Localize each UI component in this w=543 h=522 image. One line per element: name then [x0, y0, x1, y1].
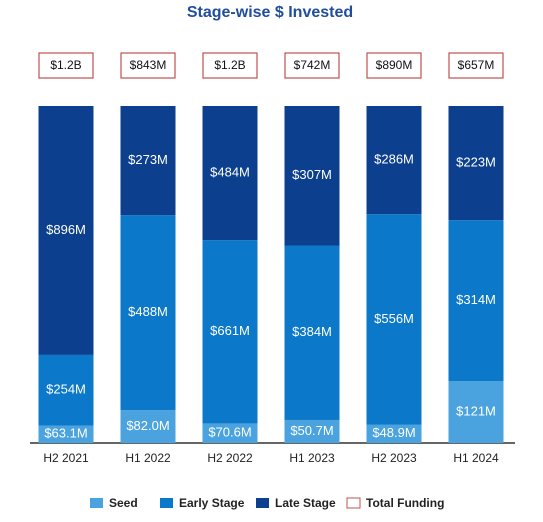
bar-segment: [120, 106, 176, 216]
value-label: $121M: [456, 403, 496, 418]
value-label: $254M: [46, 382, 86, 397]
value-label: $223M: [456, 155, 496, 170]
bar-segment: [448, 381, 504, 443]
bar-segment: [284, 245, 340, 420]
value-label: $286M: [374, 152, 414, 167]
legend-swatch: [90, 498, 103, 508]
value-label: $896M: [46, 222, 86, 237]
value-label: $314M: [456, 292, 496, 307]
value-label: $50.7M: [290, 423, 333, 438]
value-label: $307M: [292, 167, 332, 182]
bar-segment: [448, 106, 504, 221]
total-label: $657M: [458, 58, 495, 72]
value-label: $273M: [128, 152, 168, 167]
legend-swatch: [346, 497, 361, 509]
value-label: $484M: [210, 165, 250, 180]
total-box: [366, 52, 422, 79]
legend-label: Seed: [109, 496, 138, 510]
bar-segment: [120, 215, 176, 411]
bar-segment: [284, 106, 340, 246]
value-label: $384M: [292, 324, 332, 339]
total-label: $1.2B: [50, 58, 81, 72]
total-box: [448, 52, 504, 79]
value-label: $70.6M: [208, 425, 251, 440]
total-box: [120, 52, 176, 79]
value-label: $48.9M: [372, 425, 415, 440]
legend-label: Late Stage: [275, 496, 336, 510]
bar-segment: [366, 214, 422, 425]
bar-segment: [284, 419, 340, 443]
legend-swatch: [160, 498, 173, 508]
legend-swatch: [256, 498, 269, 508]
x-tick-label: H1 2024: [453, 451, 499, 465]
x-tick-label: H1 2022: [125, 451, 171, 465]
bar-segment: [38, 425, 94, 443]
bar-segment: [202, 423, 258, 443]
bar-segment: [366, 106, 422, 215]
total-box: [202, 52, 258, 79]
bar-segment: [202, 240, 258, 424]
bar-segment: [38, 106, 94, 355]
bar-segment: [120, 410, 176, 443]
value-label: $556M: [374, 311, 414, 326]
value-label: $82.0M: [126, 418, 169, 433]
total-label: $1.2B: [214, 58, 245, 72]
x-tick-label: H2 2021: [43, 451, 89, 465]
x-tick-label: H2 2023: [371, 451, 417, 465]
x-tick-label: H2 2022: [207, 451, 253, 465]
bar-segment: [448, 220, 504, 382]
value-label: $63.1M: [44, 426, 87, 441]
legend-label: Early Stage: [179, 496, 245, 510]
bar-segment: [366, 424, 422, 443]
total-label: $742M: [294, 58, 331, 72]
value-label: $488M: [128, 304, 168, 319]
total-label: $890M: [376, 58, 413, 72]
total-box: [284, 52, 340, 79]
bar-segment: [38, 354, 94, 426]
chart-title: Stage-wise $ Invested: [187, 4, 353, 21]
total-box: [38, 52, 94, 79]
value-label: $661M: [210, 323, 250, 338]
bar-segment: [202, 106, 258, 241]
x-tick-label: H1 2023: [289, 451, 335, 465]
total-label: $843M: [130, 58, 167, 72]
legend-label: Total Funding: [366, 496, 444, 510]
